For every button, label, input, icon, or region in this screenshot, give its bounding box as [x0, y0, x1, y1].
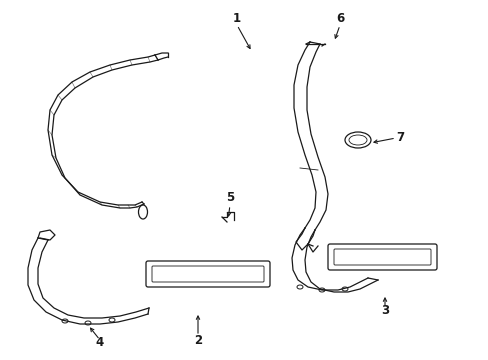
Text: 2: 2 [194, 333, 202, 346]
Text: 1: 1 [232, 12, 241, 24]
Text: 5: 5 [225, 192, 234, 204]
Text: 7: 7 [395, 131, 403, 144]
FancyBboxPatch shape [327, 244, 436, 270]
Ellipse shape [345, 132, 370, 148]
Text: 4: 4 [96, 336, 104, 348]
FancyBboxPatch shape [146, 261, 269, 287]
Text: 3: 3 [380, 303, 388, 316]
Ellipse shape [138, 205, 147, 219]
Text: 6: 6 [335, 12, 344, 24]
